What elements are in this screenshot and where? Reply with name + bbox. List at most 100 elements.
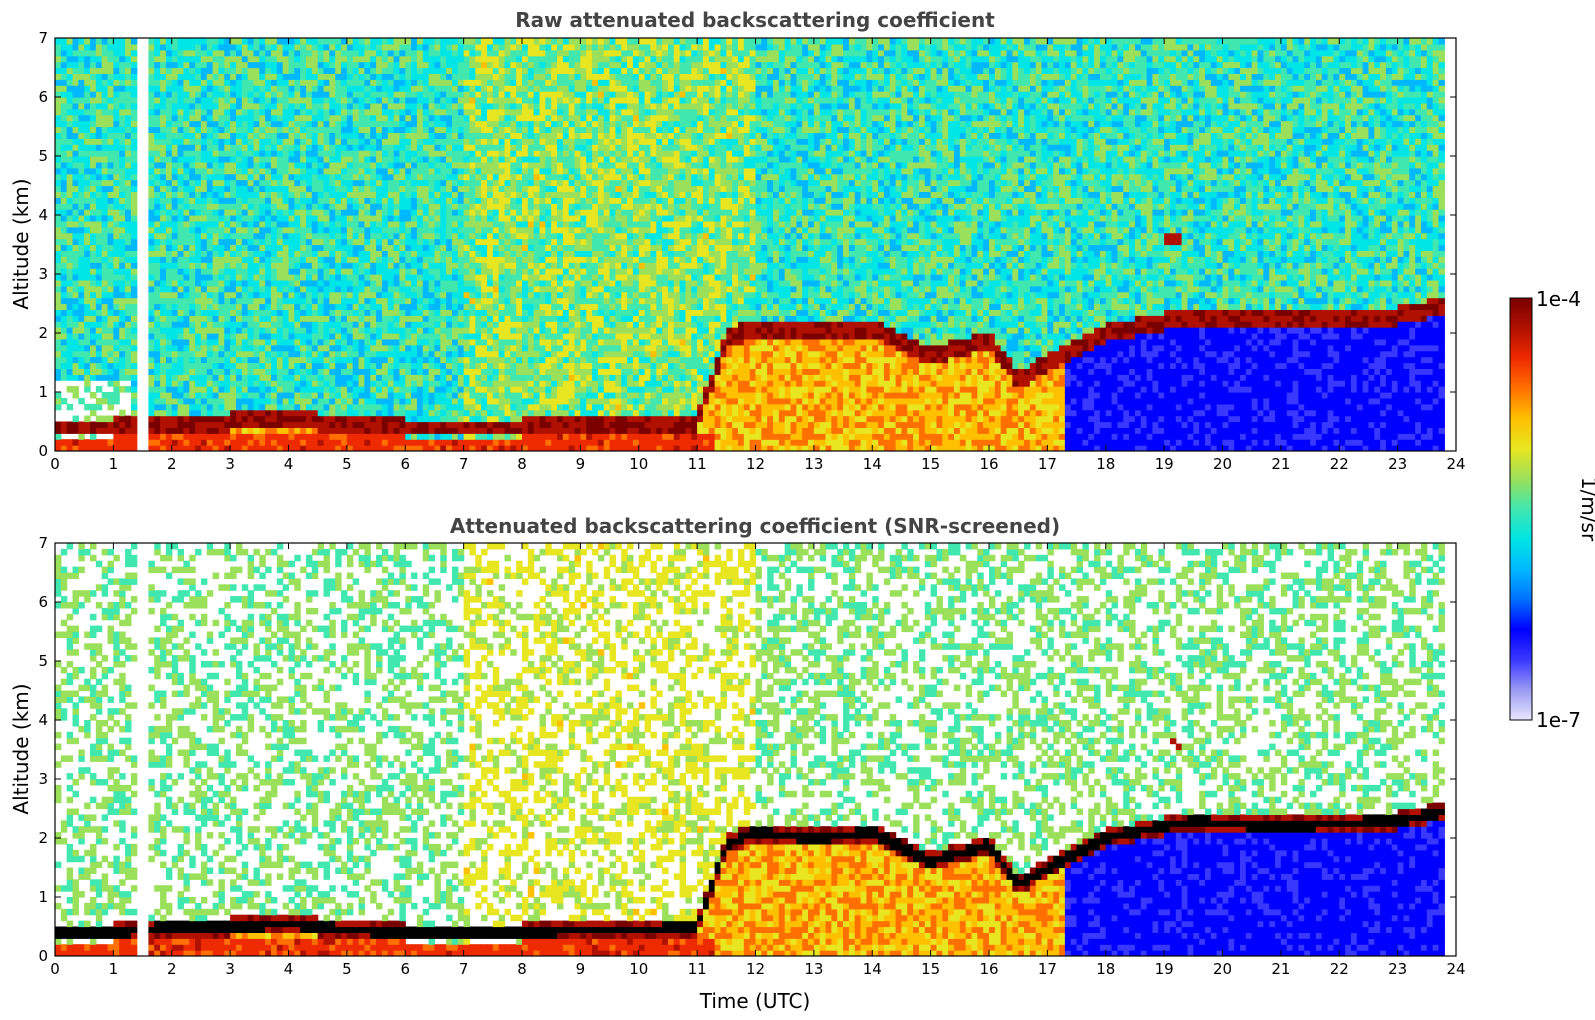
heatmap-cell [183,43,190,51]
heatmap-cell [393,433,401,440]
heatmap-cell [346,43,354,51]
heatmap-cell [457,409,465,417]
heatmap-cell [294,173,301,181]
heatmap-cell [323,209,330,216]
heatmap-cell [393,61,401,69]
heatmap-cell [335,244,342,251]
heatmap-cell [358,415,365,423]
heatmap-cell [66,309,74,316]
heatmap-cell [311,439,319,446]
heatmap-cell [300,344,307,352]
heatmap-cell [95,315,103,322]
heatmap-cell [84,185,91,192]
heatmap-cell [206,268,214,275]
heatmap-cell [475,397,482,405]
heatmap-cell [119,415,126,423]
heatmap-cell [405,220,412,228]
heatmap-cell [160,173,167,181]
heatmap-cell [475,362,482,369]
heatmap-cell [481,250,488,257]
heatmap-cell [55,114,62,122]
heatmap-cell [253,268,260,275]
heatmap-cell [288,173,295,181]
heatmap-cell [306,232,313,240]
heatmap-cell [55,297,62,305]
heatmap-cell [160,321,167,328]
heatmap-cell [206,439,214,446]
heatmap-cell [370,91,377,98]
heatmap-cell [306,297,313,305]
heatmap-cell [387,362,395,369]
heatmap-cell [358,167,365,175]
heatmap-cell [341,73,348,80]
heatmap-cell [177,126,185,133]
heatmap-cell [335,386,342,393]
heatmap-cell [481,173,488,181]
heatmap-cell [78,250,85,257]
heatmap-cell [422,415,430,423]
heatmap-cell [306,97,313,104]
heatmap-cell [376,303,383,310]
heatmap-cell [422,279,430,287]
heatmap-cell [95,427,103,434]
heatmap-cell [101,209,109,216]
heatmap-cell [341,191,348,198]
heatmap-cell [346,161,354,169]
heatmap-cell [416,374,424,381]
heatmap-cell [101,173,109,181]
heatmap-cell [160,220,167,228]
heatmap-cell [230,85,237,92]
heatmap-cell [294,185,301,192]
heatmap-cell [306,220,313,228]
heatmap-cell [393,209,401,216]
heatmap-cell [224,179,231,187]
heatmap-cell [428,120,436,128]
heatmap-cell [422,150,430,157]
heatmap-cell [405,439,412,446]
heatmap-cell [311,156,319,163]
heatmap-cell [90,185,97,192]
heatmap-cell [329,397,336,405]
heatmap-cell [212,297,220,305]
heatmap-cell [160,238,167,246]
heatmap-cell [107,303,114,310]
heatmap-cell [440,356,447,364]
heatmap-cell [160,49,167,57]
heatmap-cell [235,61,243,69]
heatmap-cell [381,232,389,240]
heatmap-cell [446,250,453,257]
heatmap-cell [428,315,436,322]
heatmap-cell [457,427,465,434]
heatmap-cell [469,173,476,181]
heatmap-cell [265,392,272,399]
heatmap-cell [95,262,103,269]
heatmap-cell [230,91,237,98]
heatmap-cell [101,126,109,133]
heatmap-cell [265,220,272,228]
heatmap-cell [177,49,185,57]
heatmap-cell [446,173,453,181]
heatmap-cell [463,232,471,240]
heatmap-cell [405,427,412,434]
heatmap-cell [183,274,190,281]
heatmap-cell [247,327,255,334]
heatmap-cell [66,108,74,116]
heatmap-cell [107,279,114,287]
heatmap-cell [306,291,313,299]
heatmap-cell [84,156,91,163]
heatmap-cell [416,156,424,163]
heatmap-cell [364,445,371,451]
heatmap-cell [224,392,231,399]
heatmap-cell [130,144,138,151]
heatmap-cell [294,279,301,287]
heatmap-cell [212,403,220,411]
heatmap-cell [276,144,284,151]
heatmap-cell [189,350,196,358]
heatmap-cell [130,445,138,451]
heatmap-cell [323,132,330,139]
heatmap-cell [323,368,330,375]
heatmap-cell [206,38,214,45]
heatmap-cell [387,344,395,352]
heatmap-cell [411,297,418,305]
heatmap-cell [160,350,167,358]
